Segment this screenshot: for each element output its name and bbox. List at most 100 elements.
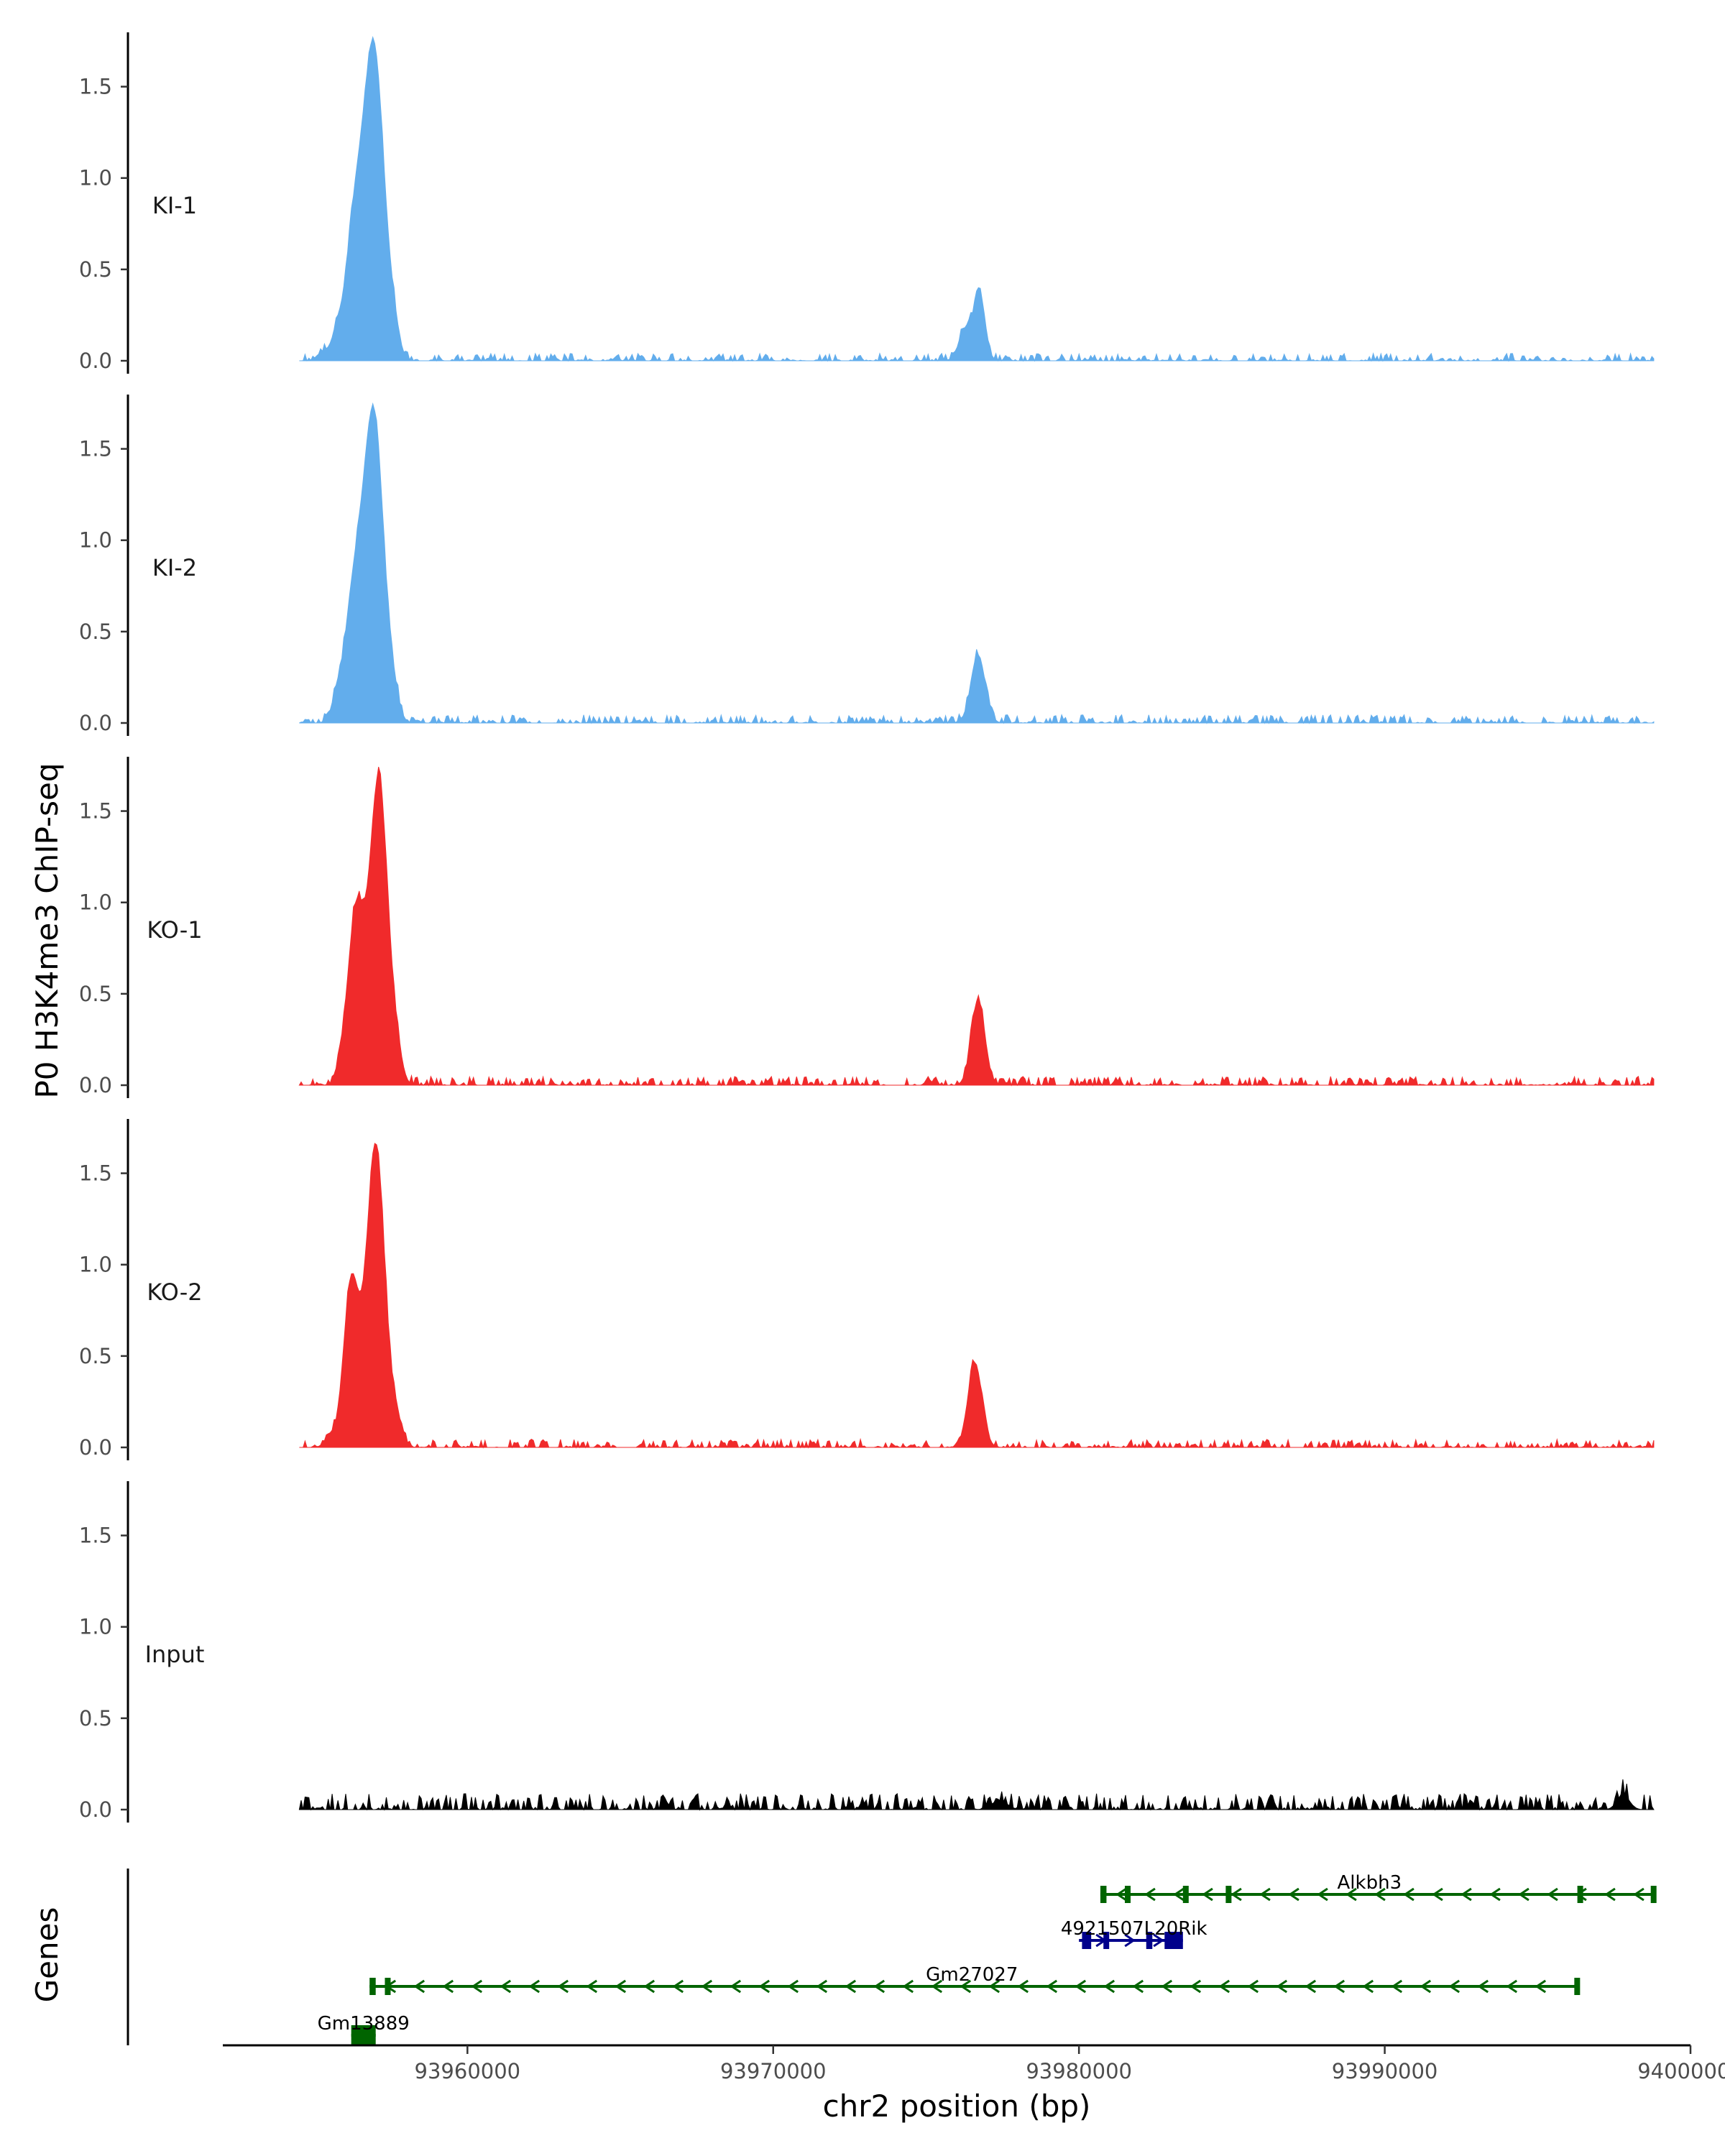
strand-arrow <box>1190 1979 1202 1994</box>
strand-arrow <box>988 1979 1000 1994</box>
x-tick-label: 93990000 <box>1332 2059 1438 2083</box>
strand-arrow <box>413 1979 426 1994</box>
strand-arrow <box>643 1979 656 1994</box>
strand-arrow <box>1346 1887 1357 1902</box>
strand-arrow <box>615 1979 627 1994</box>
track-ko-1: 0.0 0.5 1.0 1.5 KO-1 <box>79 757 1655 1098</box>
strand-arrow <box>528 1979 540 1994</box>
exon <box>369 1978 376 1995</box>
x-tick-label: 93960000 <box>415 2059 521 2083</box>
x-tick-label: 93970000 <box>720 2059 827 2083</box>
exon <box>1164 1932 1183 1949</box>
track-ki-1: 0.0 0.5 1.0 1.5 KI-1 <box>79 32 1655 374</box>
y-tick-label: 0.0 <box>79 1073 112 1097</box>
y-axis-title: P0 H3K4me3 ChIP-seq <box>29 763 65 1098</box>
strand-arrow <box>1276 1979 1288 1994</box>
track-label: KI-2 <box>152 554 197 581</box>
strand-arrow <box>1153 1933 1164 1948</box>
track-label: KO-1 <box>147 916 202 944</box>
strand-arrow <box>1547 1887 1558 1902</box>
strand-arrow <box>442 1979 454 1994</box>
gene-4921507l20rik: 4921507L20Rik <box>1061 1918 1208 1949</box>
y-tick-label: 1.5 <box>79 437 112 461</box>
strand-arrow <box>758 1979 770 1994</box>
strand-arrow <box>1489 1887 1501 1902</box>
exon <box>1225 1886 1232 1903</box>
exon <box>351 2025 376 2045</box>
exon <box>385 1978 391 1995</box>
strand-arrow <box>1432 1887 1443 1902</box>
y-tick-label: 1.0 <box>79 1615 112 1639</box>
strand-arrow <box>1103 1979 1116 1994</box>
strand-arrow <box>557 1979 569 1994</box>
strand-arrow <box>816 1979 828 1994</box>
y-tick-label: 0.5 <box>79 982 112 1006</box>
strand-arrow <box>1477 1979 1489 1994</box>
gene-label: Alkbh3 <box>1338 1872 1402 1894</box>
exon <box>1124 1886 1131 1903</box>
strand-arrow <box>1116 1887 1127 1902</box>
y-tick-label: 1.0 <box>79 166 112 190</box>
strand-arrow <box>1230 1887 1242 1902</box>
strand-arrow <box>1506 1979 1518 1994</box>
strand-arrow <box>902 1979 914 1994</box>
track-label: KO-2 <box>147 1279 202 1306</box>
exon <box>1103 1932 1110 1949</box>
y-tick-label: 0.0 <box>79 1797 112 1822</box>
y-tick-label: 0.0 <box>79 711 112 735</box>
track-input: 0.0 0.5 1.0 1.5 Input <box>79 1481 1655 1823</box>
strand-arrow <box>1518 1887 1530 1902</box>
strand-arrow <box>1247 1979 1259 1994</box>
y-tick-label: 1.0 <box>79 528 112 553</box>
gene-alkbh3: Alkbh3 <box>1100 1872 1657 1903</box>
strand-arrow <box>701 1979 713 1994</box>
track-ki-2: 0.0 0.5 1.0 1.5 KI-2 <box>79 395 1655 736</box>
strand-arrow <box>1046 1979 1058 1994</box>
strand-arrow <box>1161 1979 1173 1994</box>
strand-arrow <box>1017 1979 1029 1994</box>
strand-arrow <box>1144 1887 1156 1902</box>
y-tick-label: 1.0 <box>79 890 112 915</box>
track-label: KI-1 <box>152 192 197 219</box>
strand-arrow <box>1132 1979 1144 1994</box>
track-label: Input <box>145 1641 205 1668</box>
gene-label: 4921507L20Rik <box>1061 1918 1208 1940</box>
gene-label: Gm27027 <box>926 1964 1018 1986</box>
signal-area-ki-1 <box>299 36 1655 362</box>
strand-arrow <box>873 1979 886 1994</box>
strand-arrow <box>1173 1887 1184 1902</box>
track-ko-2: 0.0 0.5 1.0 1.5 KO-2 <box>79 1119 1655 1460</box>
strand-arrow <box>1535 1979 1547 1994</box>
strand-arrow <box>1420 1979 1432 1994</box>
strand-arrow <box>1124 1933 1136 1948</box>
gene-gm27027: Gm27027 <box>369 1964 1581 1995</box>
y-tick-label: 1.5 <box>79 1161 112 1186</box>
strand-arrow <box>471 1979 483 1994</box>
strand-arrow <box>1604 1887 1616 1902</box>
y-tick-label: 1.5 <box>79 799 112 824</box>
x-tick-label: 94000000 <box>1637 2059 1725 2083</box>
y-tick-label: 0.0 <box>79 349 112 373</box>
exon <box>1146 1932 1153 1949</box>
signal-area-input <box>298 1779 1655 1811</box>
signal-area-ko-2 <box>299 1143 1655 1449</box>
y-tick-label: 0.5 <box>79 257 112 282</box>
strand-arrow <box>1448 1979 1460 1994</box>
signal-area-ko-1 <box>298 766 1655 1087</box>
exon <box>1182 1886 1189 1903</box>
x-axis-title: chr2 position (bp) <box>823 2088 1091 2124</box>
exon <box>1082 1932 1092 1949</box>
y-tick-label: 0.5 <box>79 619 112 644</box>
strand-arrow <box>1362 1979 1374 1994</box>
strand-arrow <box>1633 1887 1644 1902</box>
strand-arrow <box>1075 1979 1087 1994</box>
strand-arrow <box>1374 1887 1386 1902</box>
strand-arrow <box>500 1979 512 1994</box>
strand-arrow <box>1218 1979 1230 1994</box>
exon <box>1574 1978 1581 1995</box>
x-tick-label: 93980000 <box>1026 2059 1132 2083</box>
y-tick-label: 0.5 <box>79 1344 112 1368</box>
gene-gm13889: Gm13889 <box>318 2013 410 2045</box>
strand-arrow <box>931 1979 943 1994</box>
y-tick-label: 0.5 <box>79 1706 112 1731</box>
